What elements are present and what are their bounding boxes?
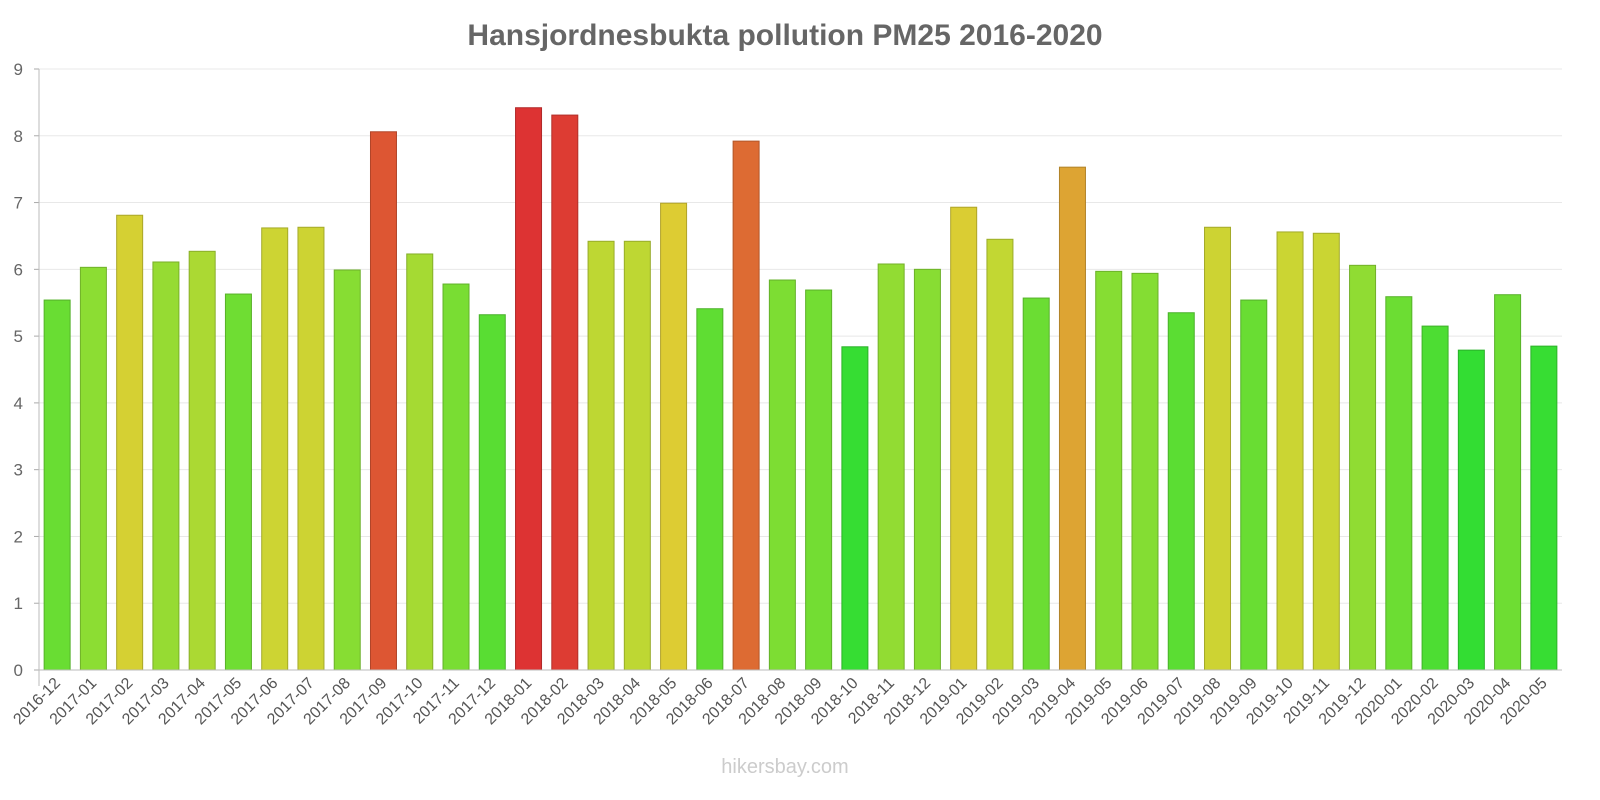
- y-tick-label: 7: [14, 194, 23, 213]
- bar-2017-06[interactable]: [261, 227, 289, 671]
- bar-2018-03[interactable]: [587, 240, 615, 671]
- bar-2020-04[interactable]: [1494, 294, 1522, 671]
- bar-2019-01[interactable]: [950, 206, 978, 671]
- bar-2019-06[interactable]: [1131, 272, 1159, 671]
- bar-2018-10[interactable]: [841, 346, 869, 671]
- bar-2019-12[interactable]: [1349, 264, 1377, 671]
- bar-2017-02[interactable]: [116, 214, 144, 671]
- bar-2018-05[interactable]: [660, 202, 688, 671]
- bar-2019-04[interactable]: [1058, 166, 1086, 671]
- bar-2017-01[interactable]: [79, 266, 107, 671]
- y-tick-label: 5: [14, 327, 23, 346]
- bar-2019-09[interactable]: [1240, 299, 1268, 671]
- y-tick-label: 3: [14, 461, 23, 480]
- bar-2018-08[interactable]: [768, 279, 796, 671]
- bar-2020-03[interactable]: [1457, 349, 1485, 671]
- y-tick-label: 9: [14, 60, 23, 79]
- bar-2018-04[interactable]: [623, 240, 651, 671]
- bar-2019-02[interactable]: [986, 238, 1014, 671]
- y-tick-label: 8: [14, 127, 23, 146]
- bar-2017-05[interactable]: [224, 293, 252, 671]
- gridlines: [39, 68, 1562, 604]
- y-tick-label: 2: [14, 527, 23, 546]
- watermark: hikersbay.com: [721, 756, 848, 778]
- bar-2017-08[interactable]: [333, 269, 361, 671]
- bar-2019-05[interactable]: [1095, 270, 1123, 671]
- chart-title: Hansjordnesbukta pollution PM25 2016-202…: [467, 19, 1102, 52]
- bar-2018-06[interactable]: [696, 308, 724, 671]
- y-tick-label: 1: [14, 594, 23, 613]
- bars: [43, 107, 1558, 671]
- bar-2020-05[interactable]: [1530, 345, 1558, 671]
- y-tick-label: 6: [14, 260, 23, 279]
- bar-2017-12[interactable]: [478, 314, 506, 671]
- bar-2019-08[interactable]: [1204, 226, 1232, 671]
- bar-2019-11[interactable]: [1312, 232, 1340, 671]
- bar-2017-11[interactable]: [442, 283, 470, 671]
- bar-2018-02[interactable]: [551, 114, 579, 671]
- bar-2019-03[interactable]: [1022, 297, 1050, 671]
- bar-2020-01[interactable]: [1385, 296, 1413, 671]
- y-tick-label: 4: [14, 394, 23, 413]
- bar-2018-09[interactable]: [805, 289, 833, 671]
- bar-2018-11[interactable]: [877, 263, 905, 671]
- bar-2017-09[interactable]: [369, 131, 397, 671]
- bar-2016-12[interactable]: [43, 299, 71, 671]
- bar-2017-10[interactable]: [406, 253, 434, 671]
- bar-2017-03[interactable]: [152, 261, 180, 671]
- y-tick-label: 0: [14, 661, 23, 680]
- bar-2017-07[interactable]: [297, 226, 325, 671]
- bar-2019-10[interactable]: [1276, 231, 1304, 671]
- bar-2018-01[interactable]: [515, 107, 543, 671]
- bar-2018-12[interactable]: [913, 268, 941, 671]
- bar-2020-02[interactable]: [1421, 325, 1449, 671]
- bar-2019-07[interactable]: [1167, 312, 1195, 671]
- bar-2018-07[interactable]: [732, 140, 760, 671]
- bar-2017-04[interactable]: [188, 250, 216, 671]
